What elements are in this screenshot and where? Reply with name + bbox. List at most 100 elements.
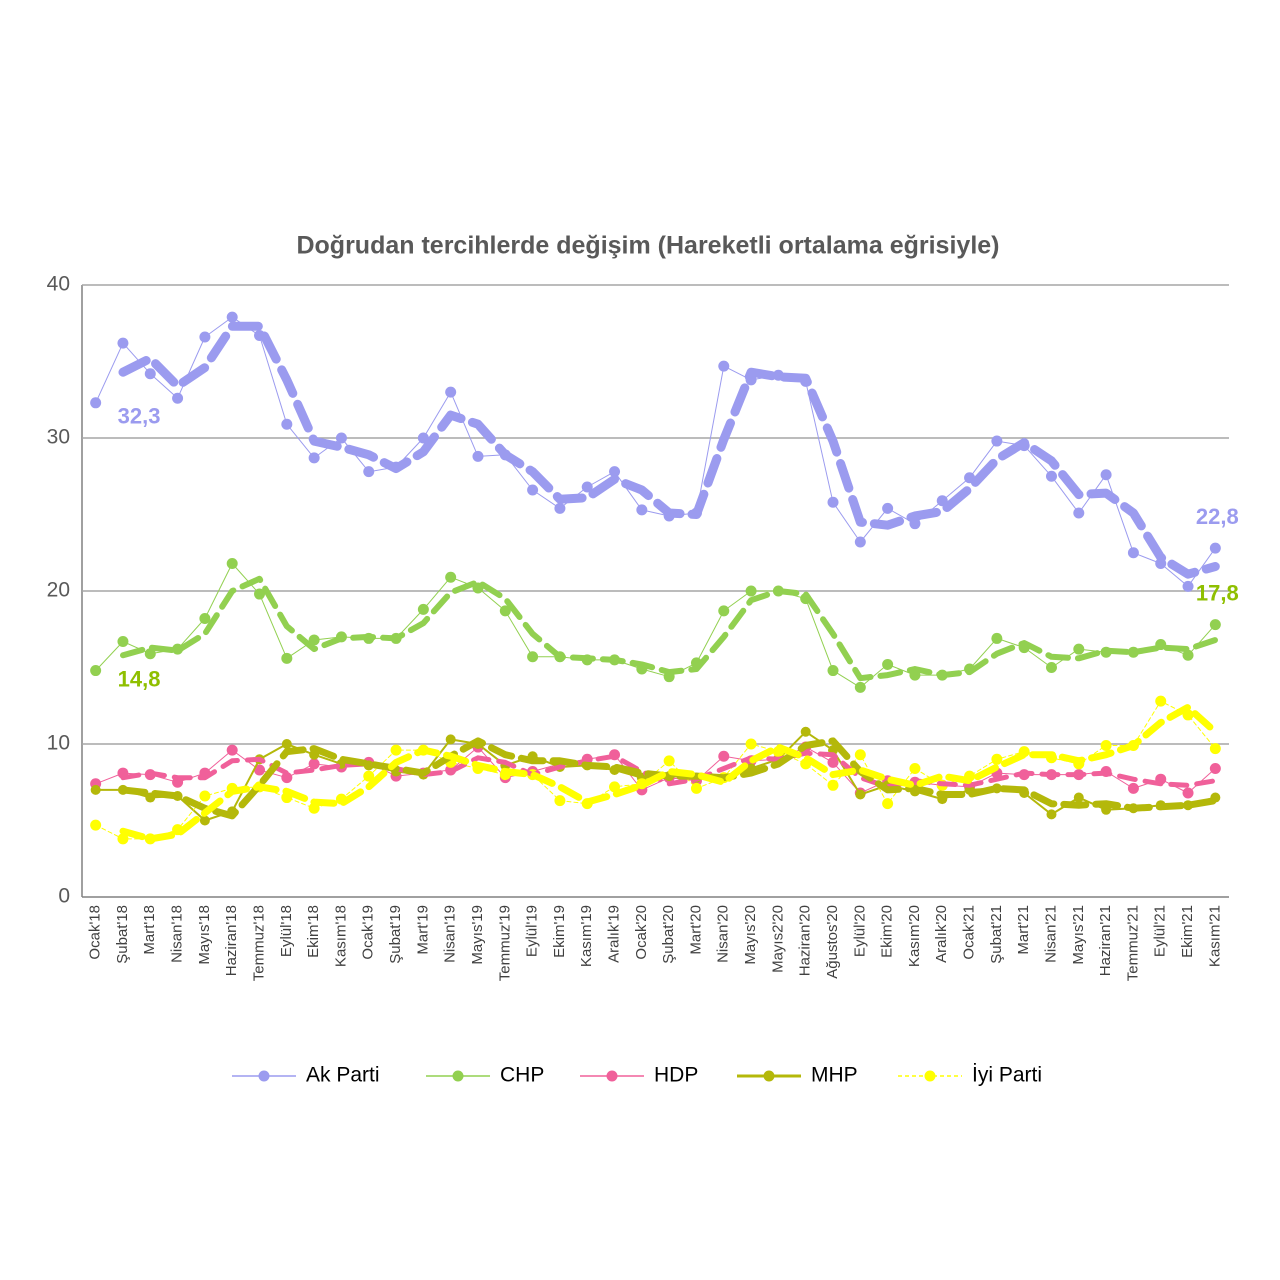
data-point <box>90 819 102 831</box>
x-tick-label: Kasım'21 <box>1206 905 1223 967</box>
data-point <box>308 758 320 770</box>
x-tick-label: Mart'19 <box>414 905 431 955</box>
x-tick-label: Şubat'20 <box>660 905 677 964</box>
data-point <box>527 484 539 496</box>
x-tick-label: Mayıs'18 <box>196 905 213 965</box>
moving-average-line <box>120 750 1218 790</box>
x-tick-label: Mart'20 <box>687 905 704 955</box>
data-point <box>745 738 757 750</box>
x-tick-label: Ocak'19 <box>360 905 377 960</box>
data-point <box>1182 787 1194 799</box>
data-point <box>1045 662 1057 673</box>
data-point <box>226 557 238 569</box>
series-line <box>95 563 1216 688</box>
legend-label: Ak Parti <box>306 1064 380 1087</box>
x-tick-label: Nisan'19 <box>442 905 459 963</box>
x-tick-label: Şubat'21 <box>988 905 1005 964</box>
x-tick-label: Eylül'21 <box>1152 905 1169 957</box>
data-point <box>991 435 1003 447</box>
x-tick-label: Haziran'21 <box>1097 905 1114 976</box>
data-point <box>1127 547 1139 559</box>
x-tick-label: Temmuz'19 <box>496 905 513 981</box>
x-tick-label: Haziran'20 <box>797 905 814 976</box>
x-tick-label: Mart'18 <box>141 905 158 955</box>
data-point <box>718 605 730 617</box>
data-label: 14,8 <box>118 666 161 691</box>
data-point <box>554 502 566 514</box>
data-point <box>445 386 457 398</box>
data-point <box>855 789 866 800</box>
data-point <box>800 726 811 737</box>
legend-marker <box>606 1070 618 1082</box>
data-point <box>1100 740 1112 752</box>
x-tick-label: Ekim'20 <box>879 905 896 958</box>
y-tick-label: 0 <box>58 885 70 908</box>
data-point <box>199 613 211 625</box>
data-point <box>1100 469 1112 481</box>
data-point <box>909 762 921 774</box>
data-point <box>117 635 129 647</box>
data-point <box>690 782 702 794</box>
data-point <box>1045 470 1057 482</box>
data-point <box>827 756 839 768</box>
x-tick-label: Mayıs'21 <box>1070 905 1087 965</box>
x-tick-label: Ocak'21 <box>961 905 978 960</box>
series-line <box>95 316 1216 587</box>
data-point <box>827 779 839 791</box>
x-tick-label: Temmuz'21 <box>1124 905 1141 981</box>
data-point <box>991 753 1003 765</box>
data-point <box>854 681 866 693</box>
x-tick-label: Ekim'19 <box>551 905 568 958</box>
legend-marker <box>763 1070 775 1082</box>
data-point <box>281 652 293 664</box>
x-tick-label: Nisan'21 <box>1042 905 1059 963</box>
data-point <box>417 603 429 615</box>
data-point <box>854 536 866 548</box>
data-point <box>1046 809 1057 820</box>
x-tick-label: Mayıs2'20 <box>769 905 786 973</box>
moving-average-line <box>120 575 1219 682</box>
data-point <box>1182 580 1194 592</box>
data-point <box>90 784 101 795</box>
data-point <box>745 585 757 597</box>
data-point <box>1073 507 1085 519</box>
x-tick-label: Şubat'19 <box>387 905 404 964</box>
moving-average-line <box>119 703 1219 843</box>
data-point <box>854 749 866 761</box>
data-point <box>199 790 211 802</box>
x-tick-label: Eylül'20 <box>851 905 868 957</box>
data-point <box>117 337 129 349</box>
data-point <box>445 734 456 745</box>
data-point <box>1127 782 1139 794</box>
x-tick-label: Ekim'18 <box>305 905 322 958</box>
x-tick-label: Mayıs'19 <box>469 905 486 965</box>
data-point <box>882 658 894 670</box>
data-point <box>527 651 539 663</box>
x-tick-label: Kasım'18 <box>332 905 349 967</box>
data-point <box>609 466 621 478</box>
data-point <box>363 466 375 478</box>
x-tick-label: Eylül'19 <box>524 905 541 957</box>
data-point <box>1182 649 1194 661</box>
data-point <box>991 632 1003 644</box>
moving-average-line <box>119 737 1219 820</box>
data-point <box>554 795 566 807</box>
data-point <box>254 764 266 776</box>
data-point <box>144 648 156 660</box>
data-point <box>1155 695 1167 707</box>
data-point <box>281 418 293 430</box>
data-point <box>390 744 402 756</box>
x-tick-label: Ekim'21 <box>1179 905 1196 958</box>
x-tick-label: Haziran'18 <box>223 905 240 976</box>
data-point <box>636 504 648 516</box>
x-tick-label: Ocak'18 <box>87 905 104 960</box>
x-tick-label: Eylül'18 <box>278 905 295 957</box>
data-point <box>172 392 184 404</box>
data-point <box>1073 792 1084 803</box>
data-point <box>472 450 484 462</box>
y-tick-label: 40 <box>47 273 70 296</box>
x-tick-label: Kasım'19 <box>578 905 595 967</box>
x-tick-label: Nisan'20 <box>715 905 732 963</box>
data-label: 22,8 <box>1196 504 1239 529</box>
